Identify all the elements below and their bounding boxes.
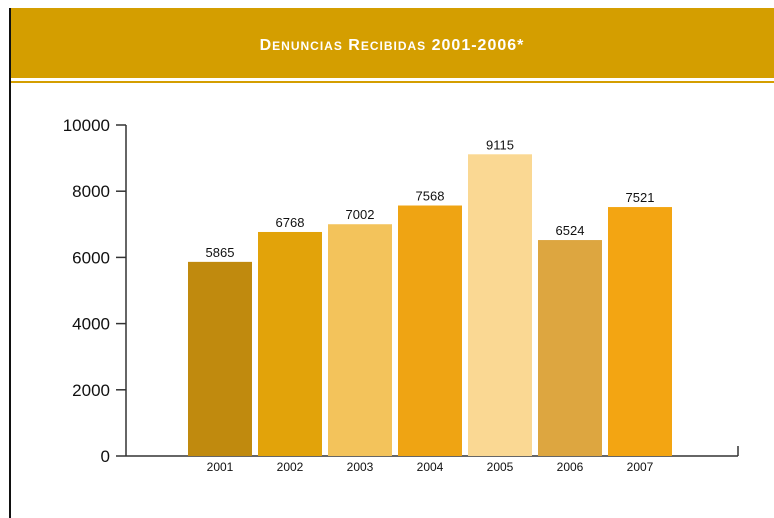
bar-2007: [608, 207, 672, 456]
x-tick-label-2005: 2005: [487, 460, 514, 474]
bar-2003: [328, 224, 392, 456]
data-label-2004: 7568: [416, 188, 445, 203]
x-tick-label-2004: 2004: [417, 460, 444, 474]
y-tick-label: 0: [101, 447, 110, 466]
x-tick-label-2006: 2006: [557, 460, 584, 474]
data-label-2006: 6524: [556, 223, 585, 238]
x-tick-label-2001: 2001: [207, 460, 234, 474]
y-tick-label: 2000: [72, 381, 110, 400]
bar-2002: [258, 231, 322, 456]
data-label-2007: 7521: [626, 190, 655, 205]
y-tick-label: 10000: [63, 116, 110, 135]
data-label-2001: 5865: [206, 245, 235, 260]
data-label-2002: 6768: [276, 215, 305, 230]
y-tick-label: 4000: [72, 315, 110, 334]
y-tick-label: 6000: [72, 248, 110, 267]
data-label-2005: 9115: [486, 137, 514, 152]
bar-2004: [398, 205, 462, 456]
bars-group: 5865 2001 6768 2002 7002 2003 7568 2004 9115 2005…: [188, 137, 672, 474]
bar-2001: [188, 261, 252, 456]
title-band: [10, 8, 774, 78]
y-tick-label: 8000: [72, 182, 110, 201]
x-tick-label-2007: 2007: [627, 460, 654, 474]
data-label-2003: 7002: [346, 207, 375, 222]
y-axis-ticks: 0 2000 4000 6000 8000 10000: [63, 116, 126, 466]
x-tick-label-2002: 2002: [277, 460, 304, 474]
chart-title: DENUNCIAS RECIBIDAS 2001-2006*: [260, 37, 525, 54]
bar-2005: [468, 154, 532, 456]
x-tick-label-2003: 2003: [347, 460, 374, 474]
bar-2006: [538, 240, 602, 456]
